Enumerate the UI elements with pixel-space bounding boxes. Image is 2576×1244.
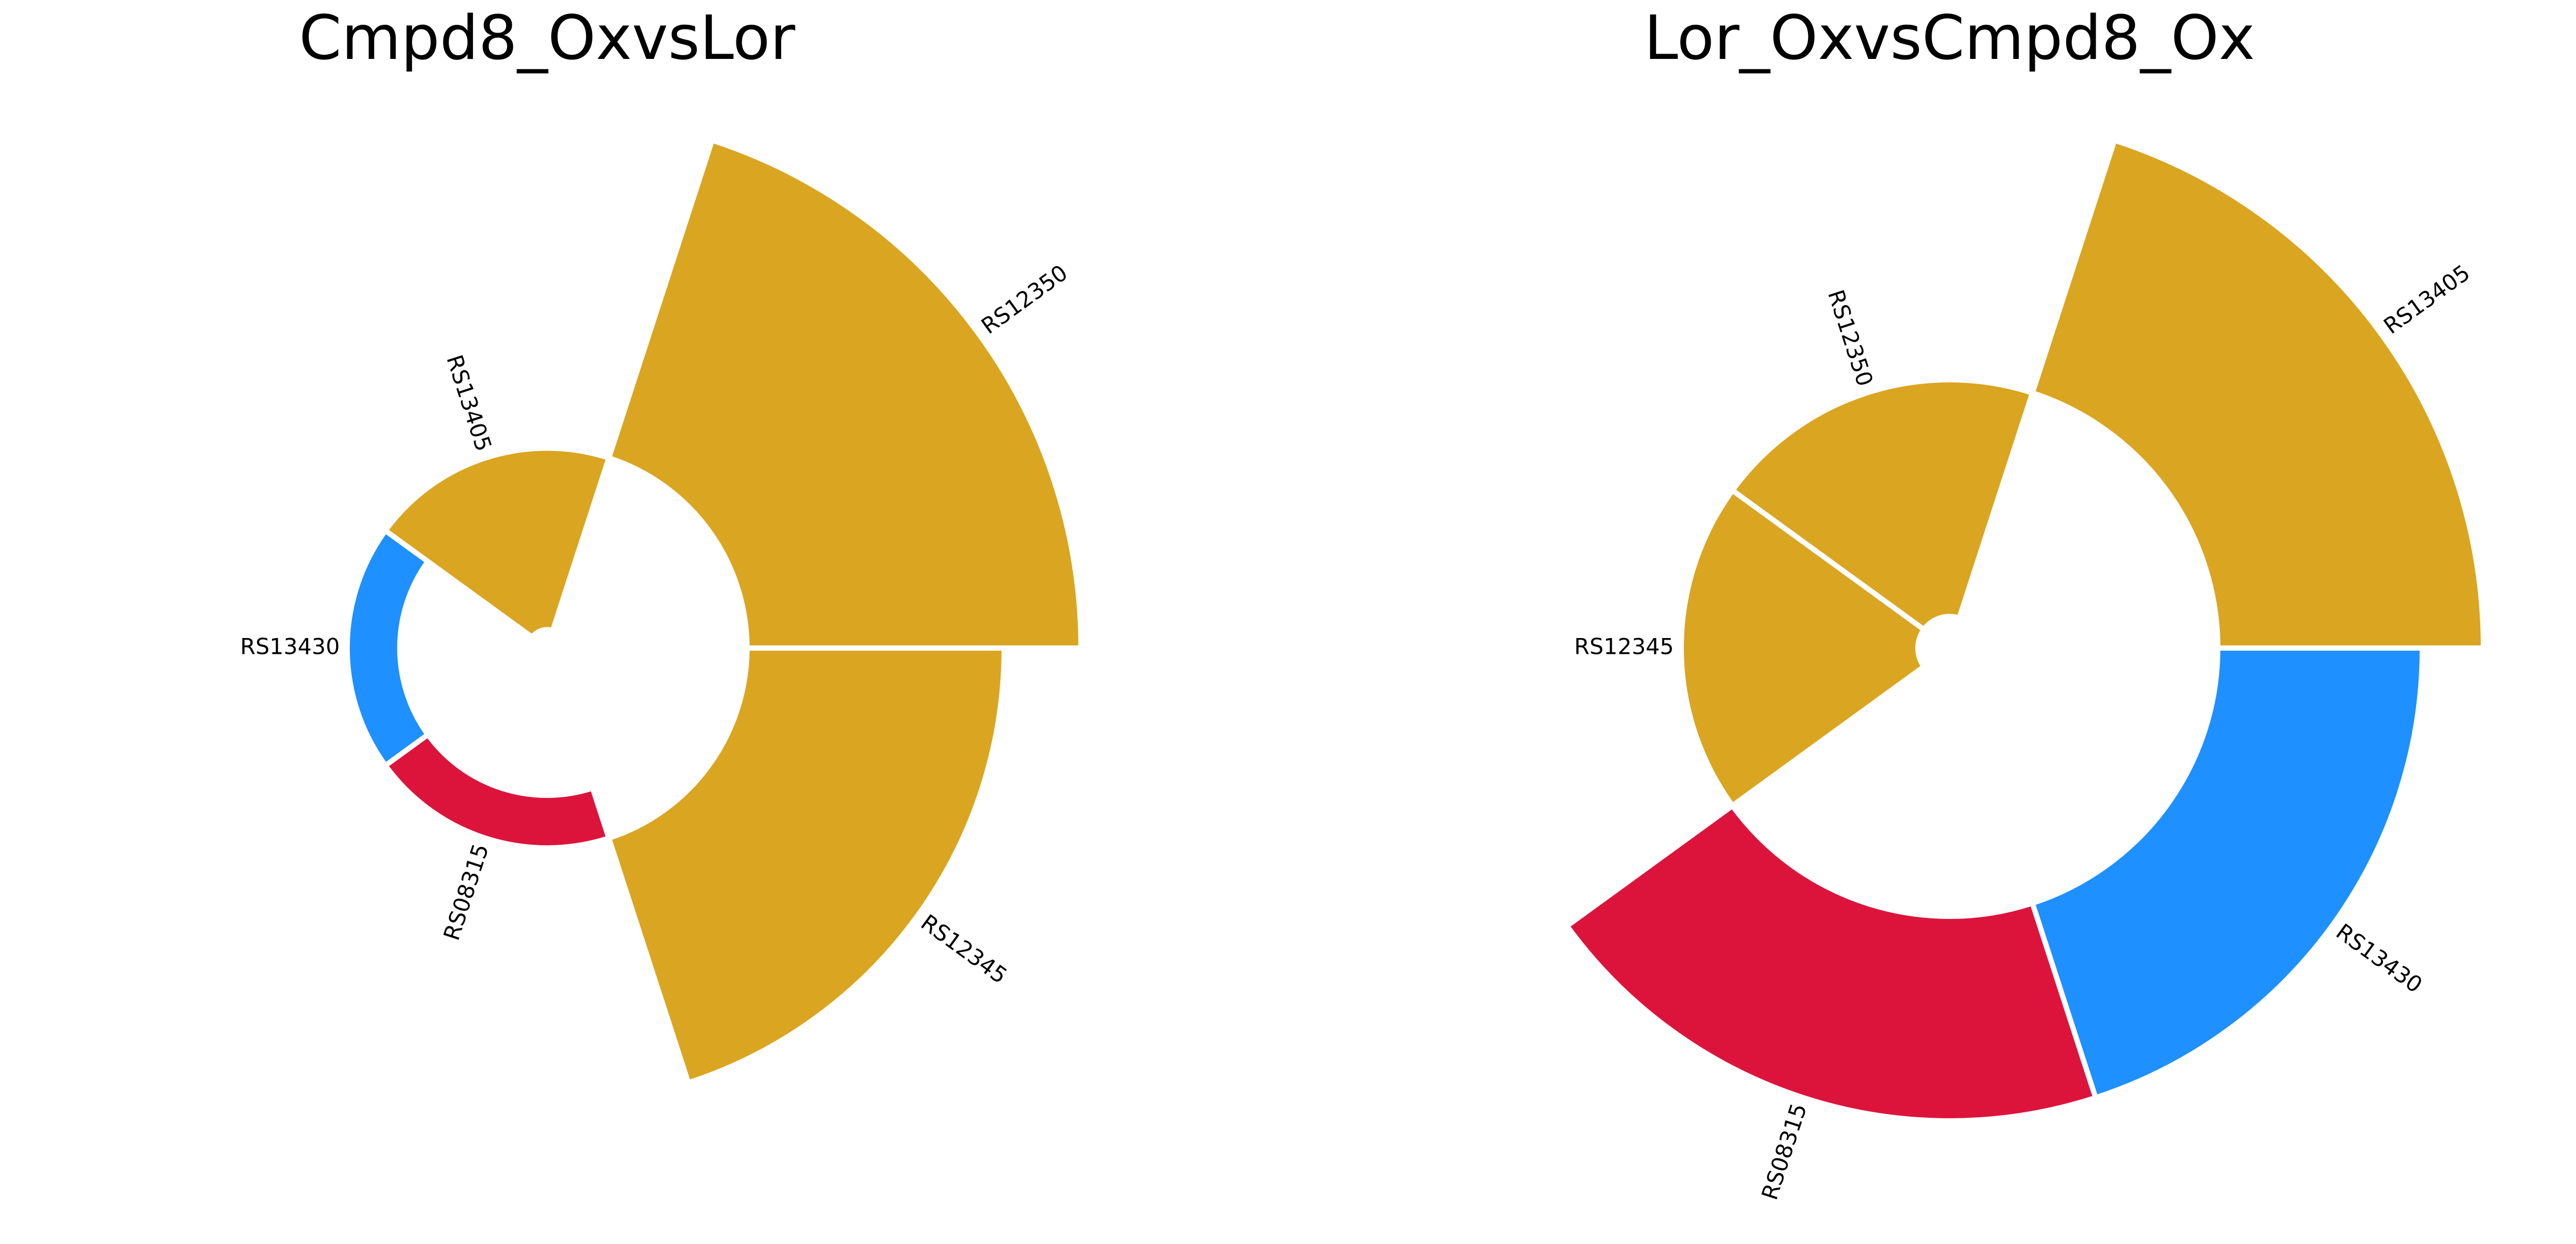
bar-rs13405 xyxy=(2029,137,2487,651)
bar-rs12345 xyxy=(605,645,1007,1086)
category-label: RS12345 xyxy=(916,909,1012,989)
category-label: RS12345 xyxy=(1574,634,1674,660)
category-label: RS08315 xyxy=(1756,1100,1812,1203)
bar-rs12345 xyxy=(1679,487,1928,810)
bar-rs08315 xyxy=(381,731,612,851)
category-label: RS12350 xyxy=(1823,287,1878,389)
bar-rs13430 xyxy=(2029,645,2425,1101)
category-label: RS13430 xyxy=(240,634,340,660)
chart-title: Cmpd8_OxvsLor xyxy=(299,3,795,74)
category-label: RS13405 xyxy=(2379,260,2474,339)
chart-cmpd8-oxvslor: Cmpd8_OxvsLor RS12350 RS12345 RS08315 RS134… xyxy=(240,3,1084,1086)
bar-rs08315 xyxy=(1563,802,2099,1124)
category-label: RS13405 xyxy=(441,352,497,454)
chart-lor-oxvscmpd8-ox: Lor_OxvsCmpd8_Ox RS13405 RS13430 RS08315 RS… xyxy=(1563,3,2487,1203)
bar-rs12350 xyxy=(605,137,1084,651)
category-label: RS12350 xyxy=(976,260,1072,339)
category-label: RS08315 xyxy=(439,841,494,943)
bar-rs13430 xyxy=(345,527,432,770)
category-label: RS13430 xyxy=(2331,918,2427,998)
bars xyxy=(345,137,1084,1086)
bar-rs12350 xyxy=(1729,377,2036,633)
bar-rs13405 xyxy=(381,446,612,641)
bars xyxy=(1563,137,2487,1124)
chart-title: Lor_OxvsCmpd8_Ox xyxy=(1644,3,2255,74)
